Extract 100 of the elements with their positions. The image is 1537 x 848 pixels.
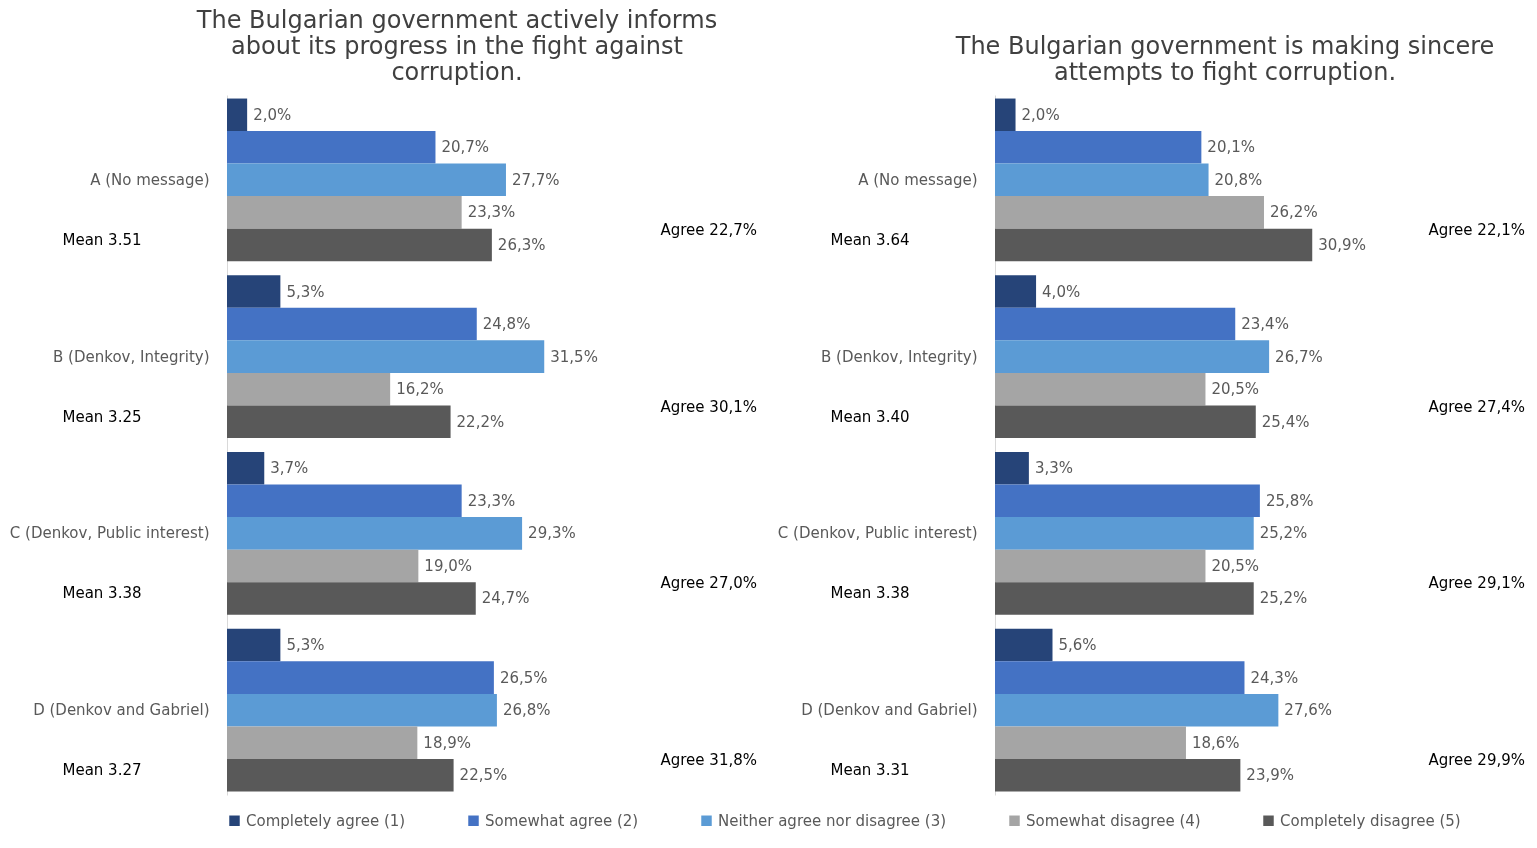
text: Mean 3.25 <box>62 407 142 426</box>
data-label: 22,2% <box>456 412 505 431</box>
data-label: 2,0% <box>1021 105 1060 124</box>
text: Agree 29,1% <box>1428 574 1525 593</box>
bar <box>995 228 1313 262</box>
data-label: 4,0% <box>1042 282 1081 301</box>
bar <box>995 275 1037 308</box>
data-label: 25,8% <box>1265 491 1314 510</box>
bar <box>995 405 1256 438</box>
data-label: 18,6% <box>1191 733 1240 752</box>
data-label: 23,3% <box>467 203 516 222</box>
legend-label: Completely disagree (5) <box>1280 811 1461 830</box>
data-label: 25,4% <box>1261 412 1310 431</box>
data-label: 24,8% <box>482 315 531 334</box>
bar <box>227 484 462 518</box>
bar <box>227 661 494 694</box>
bar <box>995 163 1209 197</box>
data-label: 25,2% <box>1259 589 1308 608</box>
data-label: 29,3% <box>528 524 576 543</box>
text: Agree 31,8% <box>660 751 757 770</box>
data-label: 24,7% <box>481 589 530 608</box>
legend-label: Somewhat agree (2) <box>485 811 639 830</box>
text: Mean 3.31 <box>830 761 910 780</box>
data-label: 2,0% <box>253 105 292 124</box>
data-label: 20,1% <box>1207 138 1256 157</box>
data-label: 26,3% <box>497 235 546 254</box>
bar <box>227 98 248 132</box>
bar <box>227 196 462 229</box>
text: Agree 27,0% <box>660 574 757 593</box>
chart-title: The Bulgarian government is making sincere attempts to fight corruption. <box>954 32 1495 86</box>
legend-label: Completely agree (1) <box>246 811 406 830</box>
bar <box>995 131 1202 164</box>
data-label: 27,6% <box>1284 701 1333 720</box>
data-label: 23,9% <box>1246 766 1295 785</box>
bar <box>995 758 1241 792</box>
data-label: 5,3% <box>286 282 325 301</box>
bar <box>995 340 1270 373</box>
bar <box>227 517 523 550</box>
bar <box>995 307 1236 341</box>
data-label: 16,2% <box>396 380 444 399</box>
bar <box>227 693 497 727</box>
bar <box>227 549 419 583</box>
bar <box>995 517 1254 550</box>
data-label: 22,5% <box>459 766 508 785</box>
data-label: 25,2% <box>1259 524 1308 543</box>
y-tick-label: C (Denkov, Public interest) <box>777 524 978 543</box>
chart-title: The Bulgarian government actively informs about its progress in the fight against corruption. <box>195 6 718 86</box>
y-tick-label: A (No message) <box>90 170 210 189</box>
text: Agree 29,9% <box>1428 751 1525 770</box>
data-label: 26,2% <box>1269 203 1318 222</box>
data-label: 23,3% <box>467 491 516 510</box>
data-label: 31,5% <box>550 347 598 366</box>
data-label: 20,7% <box>441 138 490 157</box>
bar <box>995 628 1053 662</box>
bar <box>995 452 1029 485</box>
text: Agree 22,7% <box>660 220 757 239</box>
bar <box>995 726 1186 759</box>
data-label: 20,8% <box>1214 170 1263 189</box>
data-label: 20,5% <box>1211 556 1260 575</box>
y-tick-label: B (Denkov, Integrity) <box>53 347 210 366</box>
bar <box>227 307 477 341</box>
data-label: 30,9% <box>1318 235 1366 254</box>
y-tick-label: A (No message) <box>858 170 978 189</box>
data-label: 3,7% <box>270 459 309 478</box>
y-tick-label: C (Denkov, Public interest) <box>9 524 210 543</box>
bar <box>227 340 545 373</box>
bar <box>227 163 506 197</box>
bar <box>995 484 1260 518</box>
bar <box>995 661 1245 694</box>
legend-label: Neither agree nor disagree (3) <box>718 811 947 830</box>
data-label: 19,0% <box>424 556 473 575</box>
data-label: 5,6% <box>1058 636 1097 655</box>
data-label: 23,4% <box>1241 315 1289 334</box>
bar <box>995 582 1254 615</box>
text: Agree 27,4% <box>1428 397 1525 416</box>
bar <box>227 726 418 759</box>
text: Mean 3.51 <box>62 230 142 249</box>
bar <box>227 131 436 164</box>
y-tick-label: D (Denkov and Gabriel) <box>801 701 978 720</box>
data-label: 26,8% <box>502 701 551 720</box>
data-label: 3,3% <box>1034 459 1073 478</box>
bar <box>227 228 492 262</box>
bar <box>995 196 1264 229</box>
text: Mean 3.27 <box>62 761 142 780</box>
y-tick-label: B (Denkov, Integrity) <box>821 347 978 366</box>
data-label: 5,3% <box>286 636 325 655</box>
legend-label: Somewhat disagree (4) <box>1026 811 1201 830</box>
data-label: 24,3% <box>1250 668 1299 687</box>
bar <box>227 758 454 792</box>
bar <box>227 628 281 662</box>
text: Agree 22,1% <box>1428 220 1525 239</box>
bar <box>995 693 1279 727</box>
text: Mean 3.64 <box>830 230 910 249</box>
bar <box>227 452 265 485</box>
data-label: 26,5% <box>499 668 548 687</box>
text: Mean 3.38 <box>830 584 910 603</box>
data-label: 20,5% <box>1211 380 1260 399</box>
bar <box>995 372 1206 406</box>
data-label: 27,7% <box>511 170 560 189</box>
data-label: 18,9% <box>423 733 471 752</box>
